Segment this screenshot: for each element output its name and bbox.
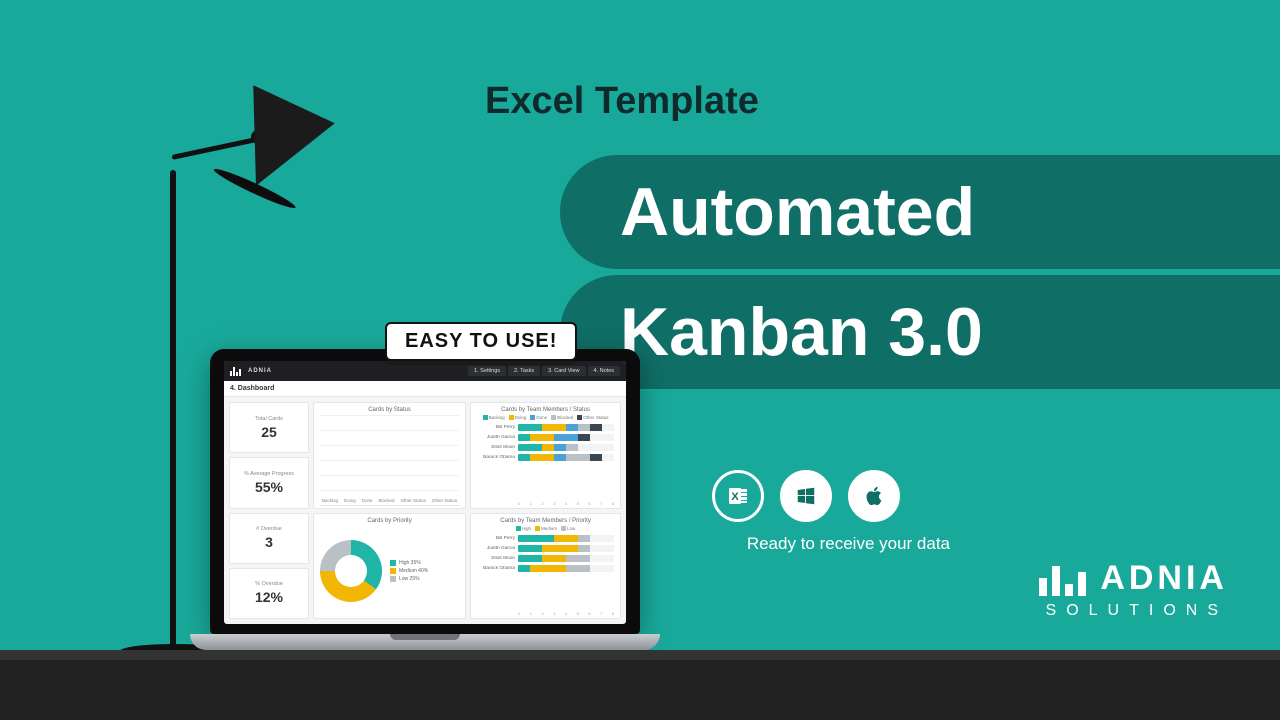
kpi-column: Total Cards 25 % Average Progress 55% # Over… xyxy=(229,402,309,619)
chart-legend: High Medium Low xyxy=(477,526,614,531)
hbar-row: Elliot Moon xyxy=(477,555,614,562)
app-nav-tabs: 1. Settings2. Tasks3. Card View4. Notes xyxy=(468,366,620,376)
team-status-rows: Bill Perry Judith Garcia Elliot Moon Barack… xyxy=(477,422,614,500)
bar: Backlog xyxy=(322,497,338,503)
donut-wrap: High 35% Medium 40% Low 25% xyxy=(320,526,459,617)
kpi-value: 25 xyxy=(261,424,277,440)
brand-subtitle: SOLUTIONS xyxy=(1039,602,1228,620)
dashboard-app: ADNIA 1. Settings2. Tasks3. Card View4. … xyxy=(224,361,626,624)
cards-by-team-status-panel: Cards by Team Members / Status Backlog Do… xyxy=(470,402,621,509)
chart-x-axis: 012345678 xyxy=(477,501,614,506)
legend-item: Low 25% xyxy=(390,576,428,582)
donut-legend: High 35% Medium 40% Low 25% xyxy=(390,560,428,582)
panel-title: Cards by Team Members / Priority xyxy=(477,518,614,524)
chart-x-axis: 012345678 xyxy=(477,611,614,616)
legend-item: Backlog xyxy=(483,415,505,420)
kpi-card: # Overdue 3 xyxy=(229,513,309,564)
app-logo-icon xyxy=(230,366,241,376)
windows-icon xyxy=(780,470,832,522)
app-logo-text: ADNIA xyxy=(248,368,272,374)
page-title: 4. Dashboard xyxy=(224,381,626,397)
kpi-label: % Average Progress xyxy=(244,471,294,477)
lamp-pole xyxy=(170,170,176,650)
kpi-label: # Overdue xyxy=(256,526,282,532)
cards-by-priority-panel: Cards by Priority High 35% Medium 40% Low … xyxy=(313,513,466,620)
app-topbar: ADNIA 1. Settings2. Tasks3. Card View4. … xyxy=(224,361,626,381)
kpi-card: % Overdue 12% xyxy=(229,568,309,619)
kpi-card: Total Cards 25 xyxy=(229,402,309,453)
nav-tab[interactable]: 4. Notes xyxy=(588,366,620,376)
brand-mark-icon xyxy=(1039,562,1086,596)
legend-item: Low xyxy=(561,526,575,531)
brand-name: ADNIA xyxy=(1100,559,1228,598)
laptop: ADNIA 1. Settings2. Tasks3. Card View4. … xyxy=(190,349,660,650)
excel-icon: X xyxy=(712,470,764,522)
kpi-card: % Average Progress 55% xyxy=(229,457,309,508)
nav-tab[interactable]: 3. Card View xyxy=(542,366,585,376)
title-line-2: Kanban 3.0 xyxy=(560,275,1280,389)
dashboard-grid: Total Cards 25 % Average Progress 55% # Over… xyxy=(224,397,626,624)
legend-item: Medium 40% xyxy=(390,568,428,574)
easy-to-use-badge: EASY TO USE! xyxy=(385,322,577,361)
cards-by-status-panel: Cards by Status Backlog Doing Done Blocked O… xyxy=(313,402,466,509)
legend-item: Done xyxy=(530,415,547,420)
svg-text:X: X xyxy=(731,491,739,503)
panel-title: Cards by Priority xyxy=(320,518,459,524)
kpi-label: Total Cards xyxy=(255,416,283,422)
kpi-value: 55% xyxy=(255,479,283,495)
legend-item: Blocked xyxy=(551,415,573,420)
desk-edge xyxy=(0,650,1280,660)
title-line-1: Automated xyxy=(560,155,1280,269)
hbar-row: Bill Perry xyxy=(477,535,614,542)
hbar-row: Barack Obama xyxy=(477,454,614,461)
kpi-value: 3 xyxy=(265,534,273,550)
apple-icon xyxy=(848,470,900,522)
brand-logo: ADNIA SOLUTIONS xyxy=(1039,559,1228,620)
hbar-row: Judith Garcia xyxy=(477,545,614,552)
nav-tab[interactable]: 2. Tasks xyxy=(508,366,540,376)
laptop-base xyxy=(190,634,660,650)
laptop-screen-bezel: ADNIA 1. Settings2. Tasks3. Card View4. … xyxy=(210,349,640,634)
priority-donut-chart xyxy=(320,540,382,602)
bar: Doing xyxy=(344,497,356,503)
panel-title: Cards by Team Members / Status xyxy=(477,407,614,413)
status-bar-chart: Backlog Doing Done Blocked Other Status Other… xyxy=(320,415,459,506)
hbar-row: Judith Garcia xyxy=(477,434,614,441)
legend-item: Medium xyxy=(535,526,557,531)
hbar-row: Barack Obama xyxy=(477,565,614,572)
bar: Blocked xyxy=(379,497,395,503)
kpi-value: 12% xyxy=(255,589,283,605)
eyebrow-text: Excel Template xyxy=(485,80,759,123)
bar: Other Status xyxy=(432,497,457,503)
nav-tab[interactable]: 1. Settings xyxy=(468,366,506,376)
team-priority-rows: Bill Perry Judith Garcia Elliot Moon Barack… xyxy=(477,533,614,611)
bar: Other Status xyxy=(401,497,426,503)
legend-item: Other Status xyxy=(577,415,608,420)
lamp-shade xyxy=(215,85,335,205)
panel-title: Cards by Status xyxy=(320,407,459,413)
legend-item: Doing xyxy=(509,415,527,420)
legend-item: High 35% xyxy=(390,560,428,566)
chart-legend: Backlog DoingDone Blocked Other Status xyxy=(477,415,614,420)
legend-item: High xyxy=(516,526,531,531)
hbar-row: Bill Perry xyxy=(477,424,614,431)
platform-caption: Ready to receive your data xyxy=(747,534,950,554)
hbar-row: Elliot Moon xyxy=(477,444,614,451)
platform-icon-row: X xyxy=(712,470,900,522)
promo-stage: Excel Template Automated Kanban 3.0 EASY… xyxy=(0,0,1280,720)
kpi-label: % Overdue xyxy=(255,581,283,587)
bar: Done xyxy=(362,497,373,503)
desk-surface xyxy=(0,660,1280,720)
cards-by-team-priority-panel: Cards by Team Members / Priority High Med… xyxy=(470,513,621,620)
